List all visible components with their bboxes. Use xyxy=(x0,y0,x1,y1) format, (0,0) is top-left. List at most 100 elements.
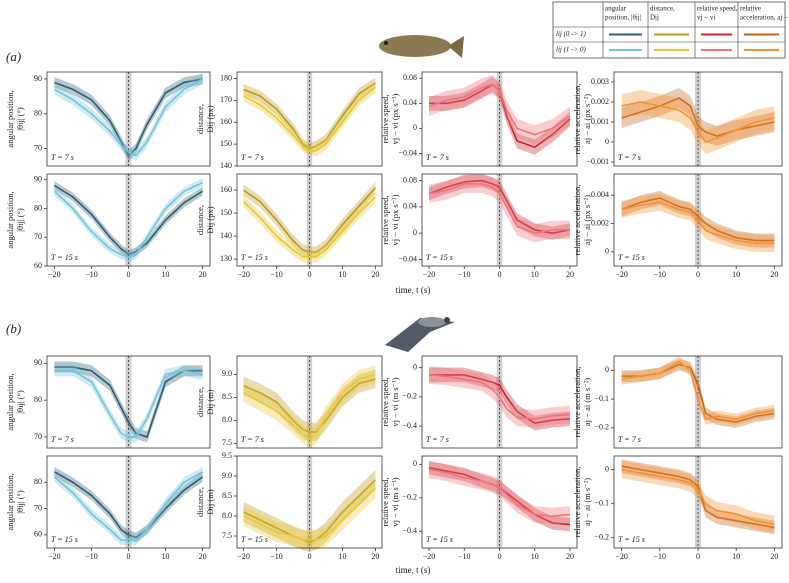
y-tick-label: 90 xyxy=(34,358,42,367)
y-axis-label: relative acceleration, aj − ai (m s⁻²) xyxy=(572,367,592,438)
legend-header: relative speed, xyxy=(697,5,738,13)
error-band xyxy=(621,358,775,428)
series-line xyxy=(428,83,571,136)
y-tick-label: 150 xyxy=(220,139,232,148)
annotation: T = 7 s xyxy=(426,153,449,162)
plot-frame xyxy=(613,173,783,267)
y-tick-label: −0.1 xyxy=(594,499,609,508)
y-tick-label: 0 xyxy=(605,464,609,473)
x-tick-label: 20 xyxy=(371,270,379,279)
y-axis-label-line: angular position, xyxy=(5,90,15,147)
annotation: T = 15 s xyxy=(241,253,268,262)
y-tick-label: 0 xyxy=(605,365,609,374)
y-axis-label-line: aj − ai (m s⁻²) xyxy=(582,478,592,526)
x-tick-label: 20 xyxy=(770,270,778,279)
y-axis-label: angular position, |θij| (°) xyxy=(5,90,25,147)
y-tick-label: 0.002 xyxy=(591,218,609,227)
x-tick-label: −20 xyxy=(423,552,436,561)
series-line xyxy=(54,366,203,438)
series-line xyxy=(428,179,571,234)
y-tick-label: −0.4 xyxy=(402,526,417,535)
plot-frame xyxy=(613,455,783,549)
y-tick-label: 150 xyxy=(220,208,232,217)
x-tick-label: −10 xyxy=(458,270,471,279)
x-tick-label: 10 xyxy=(732,270,740,279)
y-tick-label: 0.003 xyxy=(591,77,609,86)
x-tick-label: −20 xyxy=(615,552,628,561)
y-tick-label: 70 xyxy=(34,432,42,441)
y-tick-label: 8.0 xyxy=(222,511,232,520)
annotation: T = 15 s xyxy=(618,253,645,262)
y-axis-label-line: aj − ai (m s⁻²) xyxy=(582,378,592,426)
y-tick-label: 7.5 xyxy=(222,438,232,447)
y-tick-label: 170 xyxy=(220,95,232,104)
panel-label: (a) xyxy=(6,49,21,64)
y-axis-label-line: Dij (px) xyxy=(205,206,215,233)
y-tick-label: 0.08 xyxy=(403,175,417,184)
x-tick-label: −10 xyxy=(270,552,283,561)
annotation: T = 7 s xyxy=(241,435,264,444)
y-axis-label-line: distance, xyxy=(195,387,205,417)
x-tick-label: 0 xyxy=(498,552,502,561)
x-tick-label: −10 xyxy=(654,552,667,561)
error-band xyxy=(243,191,376,263)
y-axis-label-line: distance, xyxy=(195,104,205,134)
plot-frame xyxy=(236,71,383,167)
error-band xyxy=(429,174,570,240)
subplot: 70 80 90 angular position, |θij| (°) T = 7 s xyxy=(5,71,211,167)
error-band xyxy=(54,73,203,161)
subplot: 7.5 8.0 8.5 9.0 9.5 −20 −10 0 10 20 distance, Dij (… xyxy=(195,451,383,561)
y-axis-label-line: relative speed, xyxy=(380,195,390,244)
annotation: T = 15 s xyxy=(426,253,453,262)
y-axis-label: distance, Dij (m) xyxy=(195,487,215,517)
legend-row-label: lij (0 -> 1) xyxy=(556,30,586,38)
error-band xyxy=(429,461,570,525)
series-line xyxy=(243,378,376,433)
x-tick-label: 0 xyxy=(127,270,131,279)
y-tick-label: 0 xyxy=(413,363,417,372)
y-axis-label-line: |θij| (°) xyxy=(15,390,25,414)
x-tick-label: 0 xyxy=(696,270,700,279)
y-axis-label: relative acceleration, aj − ai (m s⁻²) xyxy=(572,467,592,538)
y-tick-label: 0.04 xyxy=(403,98,417,107)
y-axis-label-line: vj − vi (px s⁻¹) xyxy=(390,93,400,144)
subplot: −0.04 0 0.04 0.08 relative speed, vj − vi (px… xyxy=(380,71,578,167)
error-band xyxy=(621,190,775,248)
y-tick-label: −0.2 xyxy=(594,423,609,432)
y-axis-label: angular position, |θij| (°) xyxy=(5,373,25,430)
plot-frame xyxy=(46,455,211,549)
y-tick-label: 0 xyxy=(413,123,417,132)
legend-row-label: lij (1 -> 0) xyxy=(556,46,586,54)
subplot: −0.2 −0.1 0 relative acceleration, aj − ai (… xyxy=(572,355,783,449)
plot-frame xyxy=(46,355,211,449)
y-axis-label-line: angular position, xyxy=(5,191,15,248)
plot-frame xyxy=(421,455,578,549)
y-axis-label-line: relative speed, xyxy=(380,477,390,526)
y-axis-label-line: angular position, xyxy=(5,473,15,530)
event-band xyxy=(125,72,132,166)
annotation: T = 7 s xyxy=(51,153,74,162)
x-tick-label: 10 xyxy=(338,552,346,561)
y-tick-label: 70 xyxy=(34,232,42,241)
subplot: 70 80 90 angular position, |θij| (°) T = 7 s xyxy=(5,355,211,449)
error-band xyxy=(243,182,376,258)
error-band xyxy=(621,459,775,535)
series-line xyxy=(621,101,775,143)
y-tick-label: −0.4 xyxy=(402,421,417,430)
plot-frame xyxy=(613,71,783,167)
series-line xyxy=(621,97,775,137)
y-tick-label: −0.2 xyxy=(402,493,417,502)
annotation: T = 7 s xyxy=(618,153,641,162)
x-tick-label: −20 xyxy=(237,270,250,279)
x-tick-label: 20 xyxy=(371,552,379,561)
y-tick-label: 90 xyxy=(34,74,42,83)
subplot: −0.04 0 0.04 0.08 −20 −10 0 10 20 relative speed,… xyxy=(380,173,578,279)
y-tick-label: 0 xyxy=(413,459,417,468)
x-tick-label: 10 xyxy=(531,270,539,279)
y-axis-label: relative speed, vj − vi (m s⁻¹) xyxy=(380,477,400,526)
legend-header: angular xyxy=(605,5,627,13)
legend-header: relative xyxy=(740,5,761,13)
x-tick-label: 20 xyxy=(199,552,207,561)
